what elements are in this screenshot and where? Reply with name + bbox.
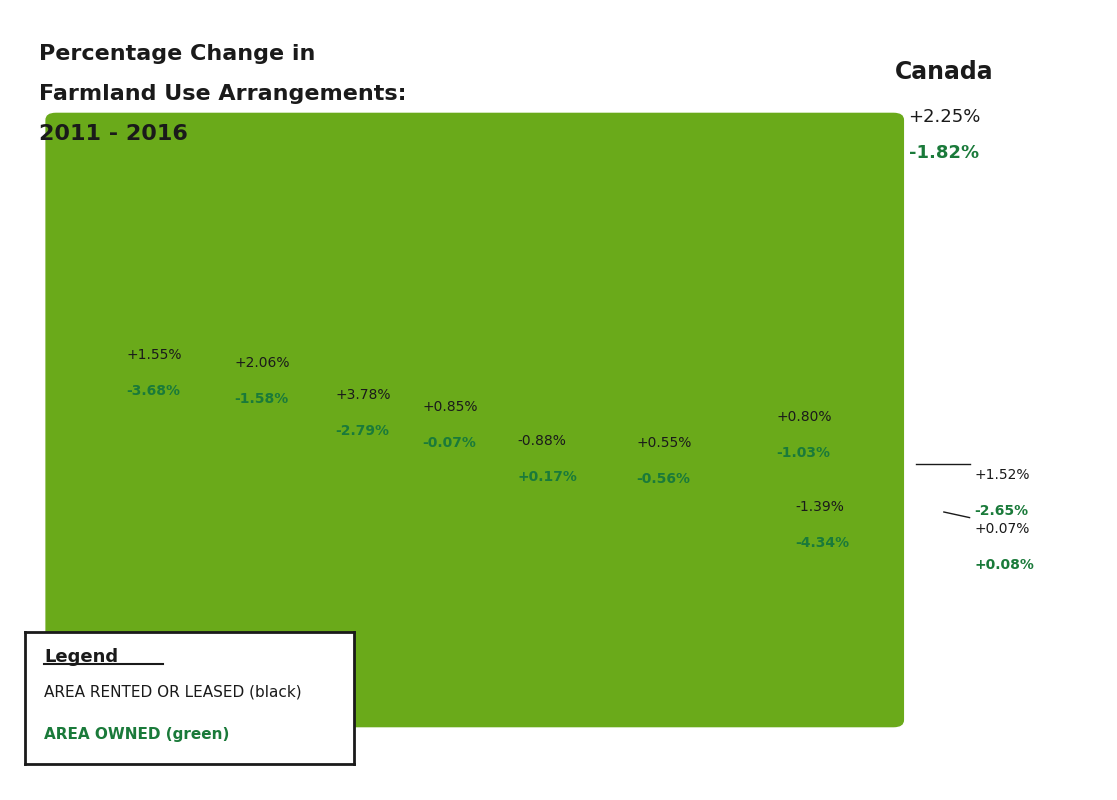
Text: +0.08%: +0.08% (974, 558, 1034, 571)
Text: -1.03%: -1.03% (776, 446, 830, 459)
Text: +0.17%: +0.17% (517, 470, 577, 483)
Text: +0.55%: +0.55% (637, 436, 693, 450)
Text: +0.85%: +0.85% (422, 400, 478, 414)
Text: +2.25%: +2.25% (908, 108, 980, 126)
Text: +0.80%: +0.80% (776, 410, 832, 424)
Text: Percentage Change in: Percentage Change in (39, 44, 315, 64)
Text: +1.52%: +1.52% (974, 468, 1030, 482)
FancyBboxPatch shape (45, 112, 905, 728)
Text: Farmland Use Arrangements:: Farmland Use Arrangements: (39, 84, 407, 104)
Text: Legend: Legend (45, 648, 118, 666)
Text: Canada: Canada (895, 60, 993, 84)
Text: -0.88%: -0.88% (517, 434, 566, 447)
Text: -1.39%: -1.39% (795, 500, 844, 514)
Text: -1.82%: -1.82% (909, 144, 978, 162)
Text: AREA RENTED OR LEASED (black): AREA RENTED OR LEASED (black) (45, 685, 302, 700)
Text: -2.65%: -2.65% (974, 504, 1028, 518)
Text: -0.56%: -0.56% (637, 472, 690, 486)
Text: -1.58%: -1.58% (235, 392, 289, 406)
Text: 2011 - 2016: 2011 - 2016 (39, 124, 188, 144)
Text: AREA OWNED (green): AREA OWNED (green) (45, 727, 230, 742)
Text: +2.06%: +2.06% (235, 356, 290, 370)
Text: +3.78%: +3.78% (335, 388, 391, 402)
Text: +0.07%: +0.07% (974, 522, 1030, 536)
Text: -4.34%: -4.34% (795, 536, 849, 550)
Text: -2.79%: -2.79% (335, 424, 389, 438)
Text: -0.07%: -0.07% (422, 436, 476, 450)
Text: +1.55%: +1.55% (126, 348, 182, 362)
Text: -3.68%: -3.68% (126, 384, 180, 398)
